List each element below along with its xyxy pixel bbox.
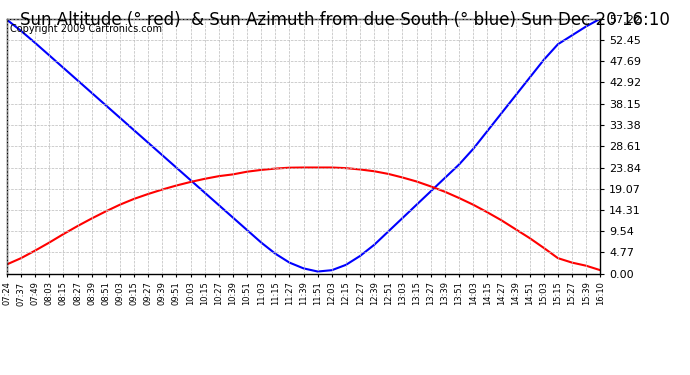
Text: Sun Altitude (° red)  & Sun Azimuth from due South (° blue) Sun Dec 20 16:10: Sun Altitude (° red) & Sun Azimuth from … [20,11,670,29]
Text: Copyright 2009 Cartronics.com: Copyright 2009 Cartronics.com [10,24,162,34]
